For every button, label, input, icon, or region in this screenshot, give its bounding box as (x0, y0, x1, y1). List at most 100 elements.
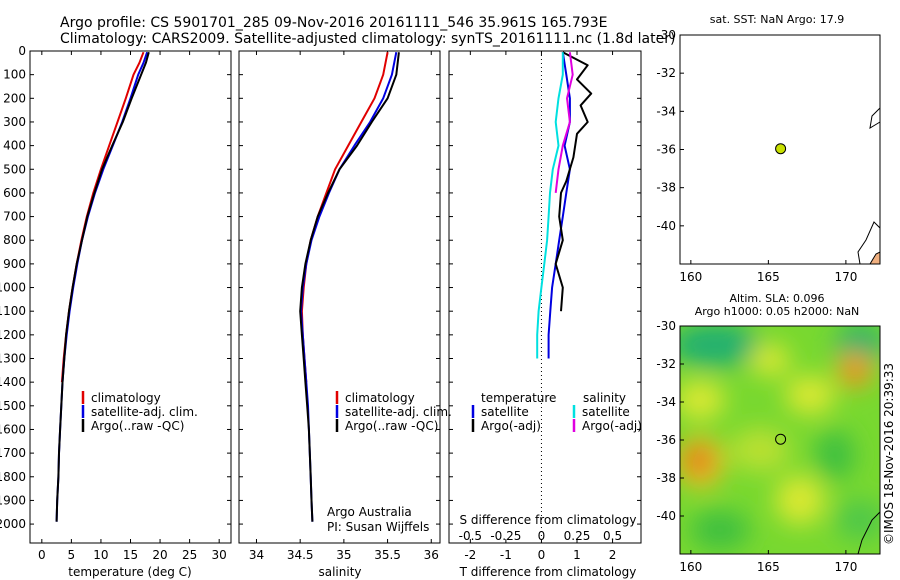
map-y-tick-label: -40 (656, 509, 676, 523)
legend-title-temperature: temperature (481, 391, 556, 405)
map-y-tick-label: -34 (656, 104, 676, 118)
x-tick-label: 34 (249, 548, 264, 562)
sla-map-title-line-1: Altim. SLA: 0.096 (729, 292, 824, 305)
y-tick-label: 1300 (0, 352, 26, 366)
y-tick-label: 200 (3, 91, 26, 105)
y-tick-label: 0 (18, 44, 26, 58)
x-tick-label: 20 (152, 548, 167, 562)
s-tick-label: -0.5 (459, 529, 482, 543)
map-x-tick-label: 170 (834, 270, 857, 284)
map-x-tick-label: 160 (679, 560, 702, 574)
map-y-tick-label: -40 (656, 219, 676, 233)
argo-float-marker (775, 143, 787, 155)
salinity-frame (238, 50, 441, 544)
y-tick-label: 1700 (0, 446, 26, 460)
y-tick-label: 700 (3, 210, 26, 224)
legend-label-argo: Argo(..raw -QC) (91, 419, 184, 433)
map-y-tick-label: -30 (656, 319, 676, 333)
x-tick-label: 25 (182, 548, 197, 562)
series-line-satellite-adj-clim (300, 52, 398, 522)
legend-label-argo: Argo(..raw -QC) (345, 419, 438, 433)
x-tick-label: 35 (336, 548, 351, 562)
y-tick-label: 900 (3, 257, 26, 271)
map-x-tick-label: 160 (679, 270, 702, 284)
y-tick-label: 1000 (0, 281, 26, 295)
y-tick-label: 100 (3, 68, 26, 82)
argo-float-marker (775, 433, 787, 445)
difference-legend: temperature salinity satellite Argo(-adj… (471, 391, 642, 433)
series-line-salinity-argo-adj (554, 52, 574, 194)
y-tick-label: 300 (3, 115, 26, 129)
s-tick-label: 0.25 (564, 529, 591, 543)
map-y-tick-label: -30 (656, 28, 676, 42)
legend-label-climatology: climatology (345, 391, 415, 405)
y-tick-label: 1900 (0, 493, 26, 507)
sst-map-title: sat. SST: NaN Argo: 17.9 (710, 13, 844, 26)
x-tick-label: 15 (123, 548, 138, 562)
x-tick-label: 1 (573, 548, 581, 562)
s-tick-label: -0.25 (490, 529, 521, 543)
y-tick-label: 2000 (0, 517, 26, 531)
copyright-timestamp: ©IMOS 18-Nov-2016 20:39:33 (882, 363, 896, 545)
sla-map-panel: Altim. SLA: 0.096 Argo h1000: 0.05 h2000… (656, 292, 881, 574)
y-tick-label: 500 (3, 162, 26, 176)
x-tick-label: -2 (464, 548, 476, 562)
s-tick-label: 0.5 (603, 529, 622, 543)
legend-label-satellite: satellite-adj. clim. (345, 405, 452, 419)
x-tick-label: 0 (38, 548, 46, 562)
legend-title-salinity: salinity (583, 391, 626, 405)
map-y-tick-label: -38 (656, 181, 676, 195)
x-tick-label: 5 (68, 548, 76, 562)
x-tick-label: 10 (93, 548, 108, 562)
map-y-tick-label: -32 (656, 357, 676, 371)
legend-label-climatology: climatology (91, 391, 161, 405)
legend-label-sal-argo: Argo(-adj) (582, 419, 642, 433)
series-line-climatology (300, 52, 389, 383)
sla-map-title-line-2: Argo h1000: 0.05 h2000: NaN (695, 305, 860, 318)
temperature-frame (29, 50, 232, 544)
y-tick-label: 1500 (0, 399, 26, 413)
s-difference-label: S difference from climatology (460, 513, 637, 527)
legend-label-satellite: satellite-adj. clim. (91, 405, 198, 419)
y-tick-label: 1100 (0, 304, 26, 318)
series-line-argo-raw-qc (55, 51, 150, 522)
x-tick-label: 36 (424, 548, 439, 562)
map-y-tick-label: -38 (656, 471, 676, 485)
temperature-xlabel: temperature (deg C) (68, 565, 191, 579)
sla-heatmap (680, 326, 880, 554)
series-line-argo-raw-qc (299, 52, 400, 522)
coastline-2 (857, 221, 881, 265)
y-tick-label: 1400 (0, 375, 26, 389)
map-y-tick-label: -36 (656, 433, 676, 447)
map-x-tick-label: 170 (834, 560, 857, 574)
map-x-tick-label: 165 (757, 270, 780, 284)
x-tick-label: 2 (609, 548, 617, 562)
y-tick-label: 600 (3, 186, 26, 200)
series-line-temperature-argo-adj (554, 51, 593, 312)
temperature-legend: climatology satellite-adj. clim. Argo(..… (81, 391, 198, 433)
series-line-temperature-satellite (547, 52, 571, 359)
annotation-pi: PI: Susan Wijffels (327, 520, 429, 534)
x-tick-label: 34.5 (287, 548, 314, 562)
x-tick-label: 30 (212, 548, 227, 562)
y-tick-label: 1800 (0, 470, 26, 484)
annotation-argo-australia: Argo Australia (327, 505, 412, 519)
map-y-tick-label: -36 (656, 143, 676, 157)
map-y-tick-label: -32 (656, 66, 676, 80)
coastline-3 (857, 511, 881, 555)
coastline-1 (869, 107, 881, 129)
sst-map-panel: sat. SST: NaN Argo: 17.9 160 165 170 -30 -3… (656, 13, 881, 284)
y-tick-label: 800 (3, 233, 26, 247)
legend-label-temp-satellite: satellite (481, 405, 529, 419)
header-line-1: Argo profile: CS 5901701_285 09-Nov-2016… (60, 15, 607, 31)
y-tick-label: 1200 (0, 328, 26, 342)
salinity-legend: climatology satellite-adj. clim. Argo(..… (335, 391, 452, 433)
x-tick-label: 0 (538, 548, 546, 562)
t-difference-label: T difference from climatology (459, 565, 637, 579)
x-tick-label: -1 (500, 548, 512, 562)
legend-label-temp-argo: Argo(-adj) (481, 419, 541, 433)
temperature-panel: 0 5 10 15 20 25 30 0 100 200 300 400 500 600 700 800 90… (0, 44, 232, 579)
legend-label-sal-satellite: satellite (582, 405, 630, 419)
